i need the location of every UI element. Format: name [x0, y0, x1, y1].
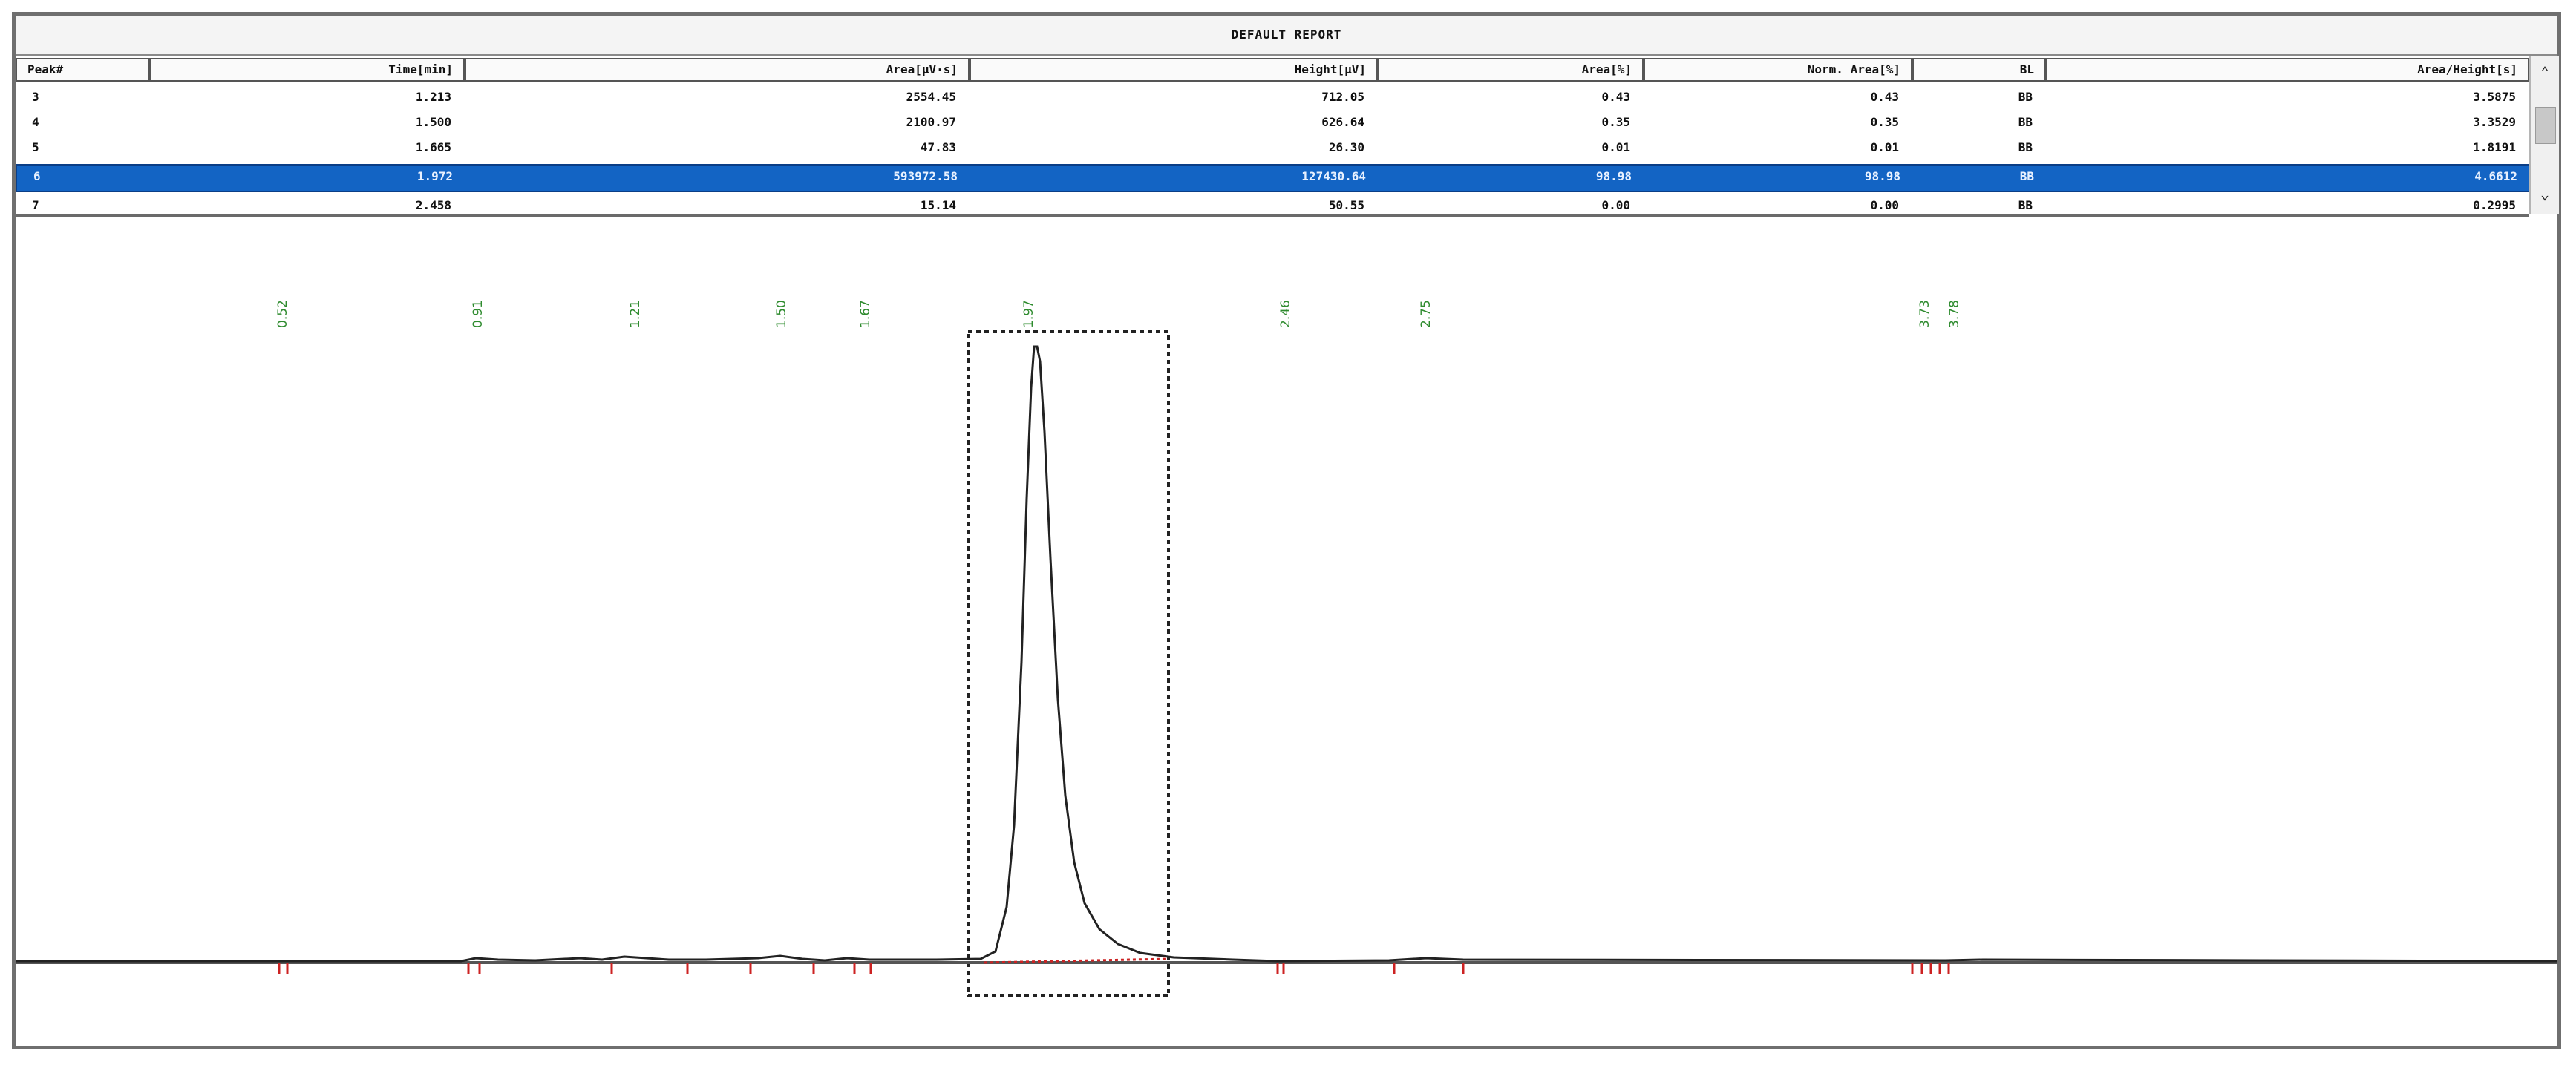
peak-label: 0.91 [471, 300, 486, 328]
cell-time: 1.972 [416, 169, 453, 183]
table-row[interactable]: 4 1.500 2100.97 626.64 0.35 0.35 BB 3.35… [16, 111, 2529, 134]
column-header-bl[interactable]: BL [1912, 58, 2046, 82]
cell-area-pct: 0.01 [1601, 140, 1630, 154]
peak-label: 1.21 [628, 300, 643, 328]
cell-norm-area: 0.01 [1870, 140, 1899, 154]
integration-markers [278, 963, 1950, 974]
cell-area-height: 3.5875 [2473, 90, 2516, 104]
cell-time: 1.213 [415, 90, 451, 104]
column-header-time[interactable]: Time[min] [149, 58, 465, 82]
cell-peak: 4 [32, 115, 39, 129]
cell-area: 15.14 [920, 198, 956, 212]
cell-peak: 3 [32, 90, 39, 104]
column-header-area-height[interactable]: Area/Height[s] [2046, 58, 2529, 82]
cell-area: 2554.45 [906, 90, 956, 104]
cell-area-height: 4.6612 [2474, 169, 2517, 183]
peak-label: 2.75 [1419, 300, 1434, 328]
chromatogram-trace [16, 345, 2557, 963]
cell-norm-area: 0.43 [1870, 90, 1899, 104]
column-header-peak[interactable]: Peak# [16, 58, 149, 82]
peak-table: Peak# Time[min] Area[µV·s] Height[µV] Ar… [16, 56, 2529, 217]
cell-bl: BB [2018, 115, 2033, 129]
table-row-selected[interactable]: 6 1.972 593972.58 127430.64 98.98 98.98 … [16, 164, 2529, 192]
cell-time: 1.500 [415, 115, 451, 129]
cell-bl: BB [2018, 140, 2033, 154]
cell-time: 1.665 [415, 140, 451, 154]
peak-label: 2.46 [1278, 300, 1293, 328]
cell-area-pct: 0.43 [1601, 90, 1630, 104]
cell-area: 47.83 [920, 140, 956, 154]
table-header-row: Peak# Time[min] Area[µV·s] Height[µV] Ar… [16, 58, 2529, 82]
cell-height: 50.55 [1328, 198, 1364, 212]
cell-peak: 5 [32, 140, 39, 154]
column-header-area-pct[interactable]: Area[%] [1378, 58, 1644, 82]
cell-area-pct: 0.35 [1601, 115, 1630, 129]
cell-time: 2.458 [415, 198, 451, 212]
chevron-down-icon[interactable]: ⌄ [2540, 185, 2550, 203]
cell-bl: BB [2018, 90, 2033, 104]
cell-area-height: 3.3529 [2473, 115, 2516, 129]
cell-height: 127430.64 [1301, 169, 1366, 183]
report-title: DEFAULT REPORT [16, 16, 2557, 56]
table-row[interactable]: 5 1.665 47.83 26.30 0.01 0.01 BB 1.8191 [16, 137, 2529, 159]
peak-label: 1.97 [1021, 300, 1036, 328]
cell-bl: BB [2019, 169, 2034, 183]
chevron-up-icon[interactable]: ⌃ [2540, 63, 2550, 81]
cell-norm-area: 0.00 [1870, 198, 1899, 212]
cell-height: 626.64 [1321, 115, 1364, 129]
cell-norm-area: 0.35 [1870, 115, 1899, 129]
cell-area-height: 1.8191 [2473, 140, 2516, 154]
cell-area-pct: 98.98 [1595, 169, 1632, 183]
peak-label: 1.67 [858, 300, 873, 328]
cell-norm-area: 98.98 [1864, 169, 1900, 183]
cell-height: 712.05 [1321, 90, 1364, 104]
peak-baseline-marker [984, 957, 1169, 964]
cell-area: 2100.97 [906, 115, 956, 129]
column-header-area[interactable]: Area[µV·s] [465, 58, 970, 82]
peak-label: 1.50 [774, 300, 789, 328]
selected-peak-box [967, 330, 1170, 997]
cell-peak: 7 [32, 198, 39, 212]
cell-area: 593972.58 [893, 169, 958, 183]
column-header-height[interactable]: Height[µV] [970, 58, 1378, 82]
table-scrollbar[interactable]: ⌃ ⌄ [2529, 56, 2559, 214]
peak-label: 0.52 [275, 300, 290, 328]
cell-area-pct: 0.00 [1601, 198, 1630, 212]
peak-label: 3.78 [1947, 300, 1962, 328]
column-header-norm-area[interactable]: Norm. Area[%] [1644, 58, 1912, 82]
cell-peak: 6 [33, 169, 41, 183]
scrollbar-thumb[interactable] [2535, 107, 2556, 144]
table-row[interactable]: 3 1.213 2554.45 712.05 0.43 0.43 BB 3.58… [16, 86, 2529, 108]
chromatogram-plot: 0.52 0.91 1.21 1.50 1.67 1.97 2.46 2.75 … [16, 300, 2557, 997]
cell-height: 26.30 [1328, 140, 1364, 154]
peak-labels: 0.52 0.91 1.21 1.50 1.67 1.97 2.46 2.75 … [275, 300, 1962, 328]
table-row[interactable]: 7 2.458 15.14 50.55 0.00 0.00 BB 0.2995 [16, 194, 2529, 214]
peak-label: 3.73 [1918, 300, 1932, 328]
cell-area-height: 0.2995 [2473, 198, 2516, 212]
report-window: DEFAULT REPORT Peak# Time[min] Area[µV·s… [12, 12, 2561, 1049]
cell-bl: BB [2018, 198, 2033, 212]
